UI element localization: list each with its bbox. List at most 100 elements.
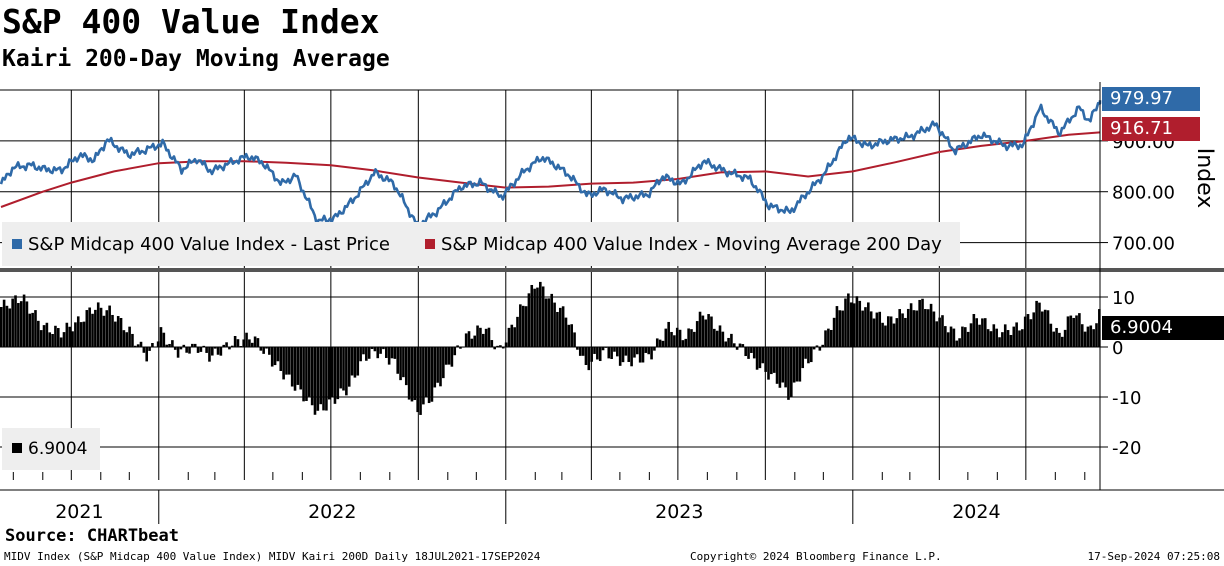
kairi-bar (82, 321, 86, 347)
kairi-bar (410, 347, 414, 402)
kairi-bar (975, 318, 979, 347)
kairi-bar (889, 316, 893, 347)
kairi-bar (493, 347, 496, 350)
kairi-bar (627, 347, 631, 362)
footer-copyright: Copyright© 2024 Bloomberg Finance L.P. (690, 550, 942, 563)
kairi-bar (399, 347, 402, 381)
kairi-bar (330, 347, 334, 398)
kairi-bar (758, 347, 762, 369)
kairi-bar (168, 343, 171, 347)
kairi-bar (764, 347, 767, 372)
kairi-bar (1023, 316, 1027, 347)
kairi-bar (804, 347, 807, 359)
kairi-bar (501, 347, 505, 349)
kairi-bar (983, 318, 987, 347)
kairi-bar (116, 316, 120, 347)
kairi-bar (513, 327, 516, 347)
kairi-bar (573, 332, 576, 347)
kairi-bar (476, 325, 479, 347)
kairi-bar (593, 347, 596, 354)
legend-label-price: S&P Midcap 400 Value Index - Last Price (28, 234, 390, 255)
kairi-bar (142, 347, 146, 353)
kairi-bar (88, 307, 91, 347)
kairi-bar (384, 347, 388, 358)
kairi-bar (650, 347, 653, 360)
kairi-bar (827, 328, 830, 347)
kairi-bar (68, 326, 72, 347)
kairi-bar (322, 347, 325, 411)
kairi-bar (670, 331, 673, 347)
top-y-tick-label-1: 800.00 (1112, 183, 1175, 204)
kairi-bar (596, 347, 599, 360)
kairi-bar (276, 347, 280, 362)
kairi-bar (1015, 322, 1018, 347)
kairi-bar (655, 338, 659, 347)
kairi-bar (884, 325, 887, 347)
kairi-bar (407, 347, 411, 400)
footer-timestamp: 17-Sep-2024 07:25:08 (1087, 550, 1220, 563)
kairi-bar (504, 342, 508, 347)
kairi-bar (85, 310, 89, 347)
kairi-bar (350, 347, 354, 376)
kairi-bar (966, 331, 970, 347)
x-tick-label-2: 2023 (655, 501, 703, 523)
kairi-bar (193, 343, 197, 347)
kairi-bar (91, 313, 94, 347)
kairi-bar (310, 347, 314, 406)
kairi-bar (65, 322, 69, 347)
legend-label-kairi: 6.9004 (28, 439, 88, 459)
kairi-bar (944, 326, 947, 347)
kairi-bar (54, 325, 57, 347)
chart-title: S&P 400 Value Index (2, 2, 380, 41)
kairi-bar (1069, 315, 1073, 347)
legend-swatch-price (12, 239, 22, 249)
kairi-bar (958, 338, 961, 347)
kairi-bar (715, 330, 719, 347)
kairi-bar (427, 347, 431, 404)
kairi-bar (553, 302, 556, 347)
kairi-bar (955, 340, 959, 347)
kairi-bar (307, 347, 311, 397)
kairi-bar (179, 347, 183, 350)
kairi-bar (288, 347, 291, 375)
kairi-bar (31, 312, 34, 347)
kairi-bar (701, 315, 705, 347)
kairi-bar (539, 281, 542, 347)
kairi-bar (79, 322, 83, 347)
kairi-bar (1032, 312, 1036, 347)
price-line (0, 100, 1102, 228)
kairi-bar (904, 317, 907, 347)
kairi-bar (590, 347, 593, 362)
kairi-bar (750, 347, 753, 353)
kairi-bar (895, 318, 899, 347)
kairi-bar (693, 331, 696, 347)
kairi-bar (695, 321, 699, 347)
kairi-bar (250, 342, 254, 347)
kairi-bar (319, 347, 322, 405)
kairi-bar (858, 300, 862, 347)
source-note: Source: CHARTbeat (5, 526, 179, 546)
kairi-bar (119, 317, 123, 347)
kairi-bar (156, 341, 160, 347)
kairi-bar (829, 329, 833, 347)
kairi-bar (396, 347, 400, 374)
kairi-bar (872, 318, 876, 347)
kairi-bar (165, 344, 168, 347)
kairi-bar (986, 329, 990, 347)
kairi-bar (139, 341, 143, 347)
kairi-bar (635, 347, 639, 355)
kairi-bar (1078, 313, 1081, 347)
kairi-bar (205, 347, 208, 353)
kairi-bar (932, 311, 936, 347)
kairi-bar (772, 347, 776, 373)
bottom-y-tick-label-2: 0 (1112, 338, 1123, 359)
kairi-bar (339, 347, 342, 389)
kairi-bar (122, 330, 126, 347)
kairi-bar (456, 345, 459, 347)
kairi-bar (621, 347, 625, 363)
kairi-bar (222, 344, 226, 347)
kairi-bar (1092, 329, 1095, 347)
kairi-bar (864, 307, 867, 347)
kairi-bar (213, 347, 217, 349)
kairi-bar (949, 326, 953, 347)
